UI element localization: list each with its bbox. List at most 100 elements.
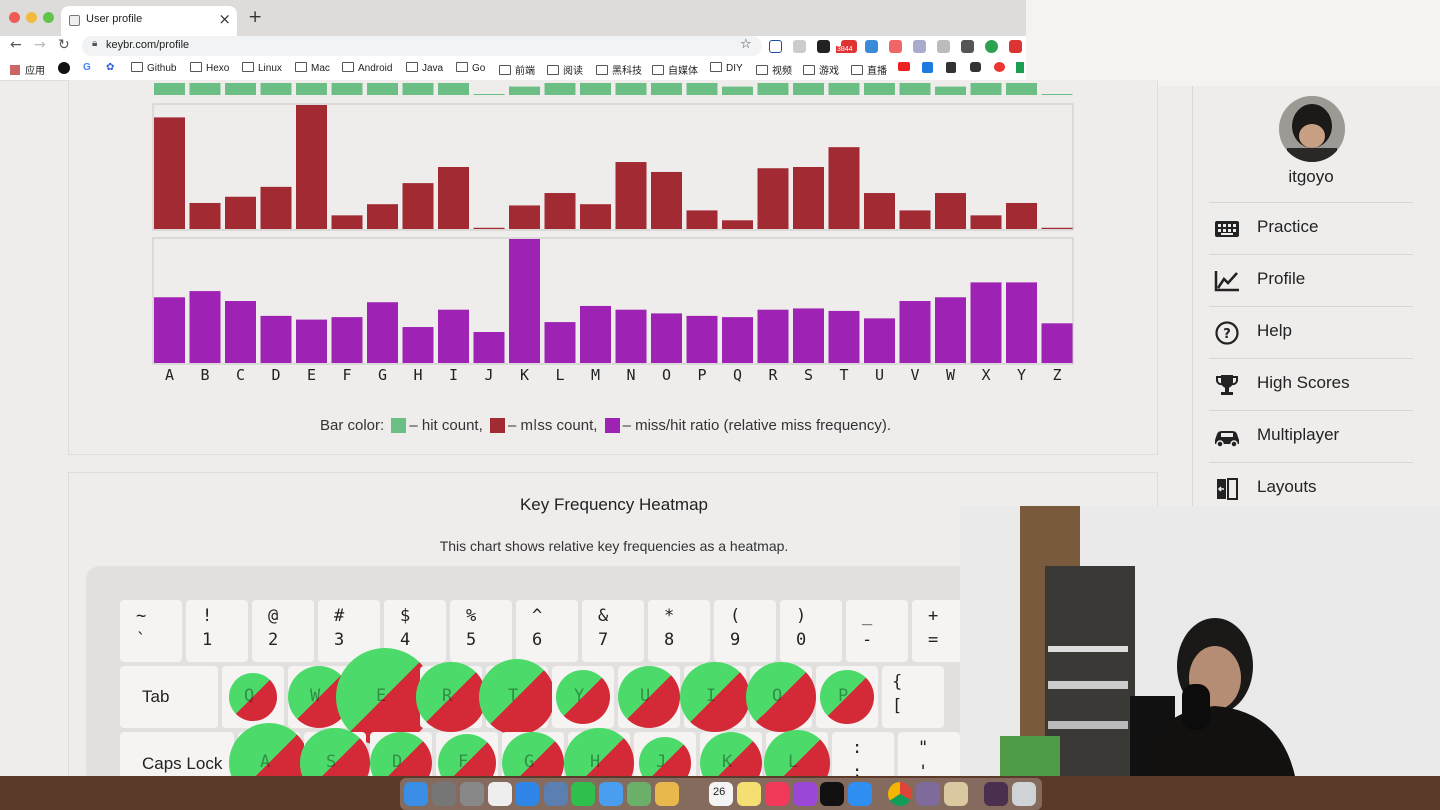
zoom-window-button[interactable]	[43, 12, 54, 23]
avatar[interactable]	[1279, 96, 1345, 162]
zhihu-icon[interactable]	[922, 62, 933, 73]
extension-dark-icon[interactable]	[817, 40, 830, 53]
system-preferences-icon[interactable]	[460, 782, 484, 806]
ratio-bar-y	[1006, 282, 1037, 363]
extension-evernote-icon[interactable]	[985, 40, 998, 53]
bookmark-folder-android[interactable]: Android	[342, 62, 392, 74]
github-icon[interactable]	[58, 62, 70, 77]
extension-red-icon[interactable]	[889, 40, 902, 53]
music-icon[interactable]	[765, 782, 789, 806]
launchpad-icon[interactable]	[432, 782, 456, 806]
weibo-icon[interactable]	[994, 62, 1005, 72]
minimize-window-button[interactable]	[26, 12, 37, 23]
nav-help[interactable]: ? Help	[1209, 306, 1413, 357]
axis-label-n: N	[626, 366, 636, 384]
miss-bar-c	[225, 196, 256, 229]
bookmark-folder-live[interactable]: 直播	[851, 62, 887, 77]
miss-bar-z	[1041, 227, 1073, 229]
nav-layouts[interactable]: Layouts	[1209, 462, 1413, 513]
axis-label-w: W	[945, 366, 956, 384]
svg-text:?: ?	[1223, 327, 1231, 342]
key-shift-label: $	[400, 606, 411, 626]
miss-count-chart	[152, 103, 1074, 231]
extension-off-icon[interactable]	[961, 40, 974, 53]
baidu-icon[interactable]: ✿	[106, 62, 115, 73]
bookmark-folder-linux[interactable]: Linux	[242, 62, 282, 74]
nav-practice[interactable]: Practice	[1209, 202, 1413, 253]
reload-icon[interactable]: ↻	[58, 37, 70, 53]
bookmark-folder-hexo[interactable]: Hexo	[190, 62, 229, 74]
photos-icon[interactable]	[655, 782, 679, 806]
safari-icon[interactable]	[515, 782, 539, 806]
bookmark-folder-mac[interactable]: Mac	[295, 62, 330, 74]
bookmark-folder-github[interactable]: Github	[131, 62, 176, 74]
nav-profile[interactable]: Profile	[1209, 254, 1413, 305]
ratio-bar-h	[402, 327, 434, 363]
bookmark-apps[interactable]: 应用	[10, 62, 45, 77]
nav-high-scores[interactable]: High Scores	[1209, 358, 1413, 409]
nav-multiplayer-label: Multiplayer	[1257, 425, 1340, 444]
calendar-icon[interactable]	[709, 782, 733, 806]
messages-icon[interactable]	[599, 782, 623, 806]
address-bar[interactable]: 🔒︎ keybr.com/profile ☆	[82, 36, 762, 56]
bookmark-folder-diy[interactable]: DIY	[710, 62, 743, 74]
key-label: I	[706, 686, 717, 706]
bookmark-folder-games[interactable]: 游戏	[803, 62, 839, 77]
extension-fe-icon[interactable]	[1009, 40, 1022, 53]
desktop-background	[1026, 0, 1440, 86]
key-9: * 8	[648, 600, 710, 662]
bookmark-green-icon[interactable]	[1016, 62, 1024, 73]
preview-icon[interactable]	[544, 782, 568, 806]
hit-bar-f	[331, 83, 363, 95]
bookmark-star-icon[interactable]: ☆	[740, 37, 752, 52]
extension-v-icon[interactable]	[769, 40, 782, 53]
notes-icon[interactable]	[737, 782, 761, 806]
podcasts-icon[interactable]	[793, 782, 817, 806]
bookmark-hat-icon[interactable]	[970, 62, 981, 72]
ratio-bar-c	[225, 301, 256, 363]
paint-icon[interactable]	[916, 782, 940, 806]
ratio-bar-m	[580, 305, 611, 363]
close-window-button[interactable]	[9, 12, 20, 23]
new-tab-button[interactable]: +	[248, 7, 263, 27]
chrome-icon[interactable]	[888, 782, 912, 806]
textedit-icon[interactable]	[488, 782, 512, 806]
miss-bar-r	[757, 168, 789, 229]
trash-icon[interactable]	[1012, 782, 1036, 806]
browser-tab[interactable]: User profile ×	[61, 6, 237, 36]
key-label: 6	[532, 630, 543, 650]
notes-app-icon[interactable]	[944, 782, 968, 806]
hit-bar-a	[154, 83, 185, 95]
hit-bar-w	[935, 86, 966, 95]
youtube-icon[interactable]	[898, 62, 910, 71]
finder-icon[interactable]	[404, 782, 428, 806]
bookmark-folder-tech[interactable]: 黑科技	[596, 62, 642, 77]
hit-bar-d	[260, 83, 292, 95]
extension-s-icon[interactable]	[793, 40, 806, 53]
bookmark-folder-video[interactable]: 视频	[756, 62, 792, 77]
forward-arrow-icon[interactable]: →	[34, 37, 46, 53]
close-tab-icon[interactable]: ×	[218, 10, 231, 28]
bookmark-folder-go[interactable]: Go	[456, 62, 485, 74]
bookmark-folder-java[interactable]: Java	[406, 62, 443, 74]
hit-bar-x	[970, 83, 1002, 95]
extension-grey-icon[interactable]	[937, 40, 950, 53]
extension-purple-icon[interactable]	[913, 40, 926, 53]
google-icon[interactable]: G	[83, 62, 91, 73]
bookmark-folder-reading[interactable]: 阅读	[547, 62, 583, 77]
key-label: 2	[268, 630, 279, 650]
facetime-icon[interactable]	[571, 782, 595, 806]
maps-icon[interactable]	[627, 782, 651, 806]
extension-grid-icon[interactable]	[865, 40, 878, 53]
key-label: O	[772, 686, 783, 706]
folder-icon	[406, 62, 418, 72]
nav-multiplayer[interactable]: Multiplayer	[1209, 410, 1413, 461]
back-arrow-icon[interactable]: ←	[10, 37, 22, 53]
bookmark-folder-frontend[interactable]: 前端	[499, 62, 535, 77]
app-store-icon[interactable]	[848, 782, 872, 806]
bookmark-folder-media[interactable]: 自媒体	[652, 62, 698, 77]
apple-tv-icon[interactable]	[820, 782, 844, 806]
recorder-icon[interactable]	[984, 782, 1008, 806]
hit-bar-l	[544, 83, 576, 95]
bookmark-dark-icon[interactable]	[946, 62, 956, 73]
